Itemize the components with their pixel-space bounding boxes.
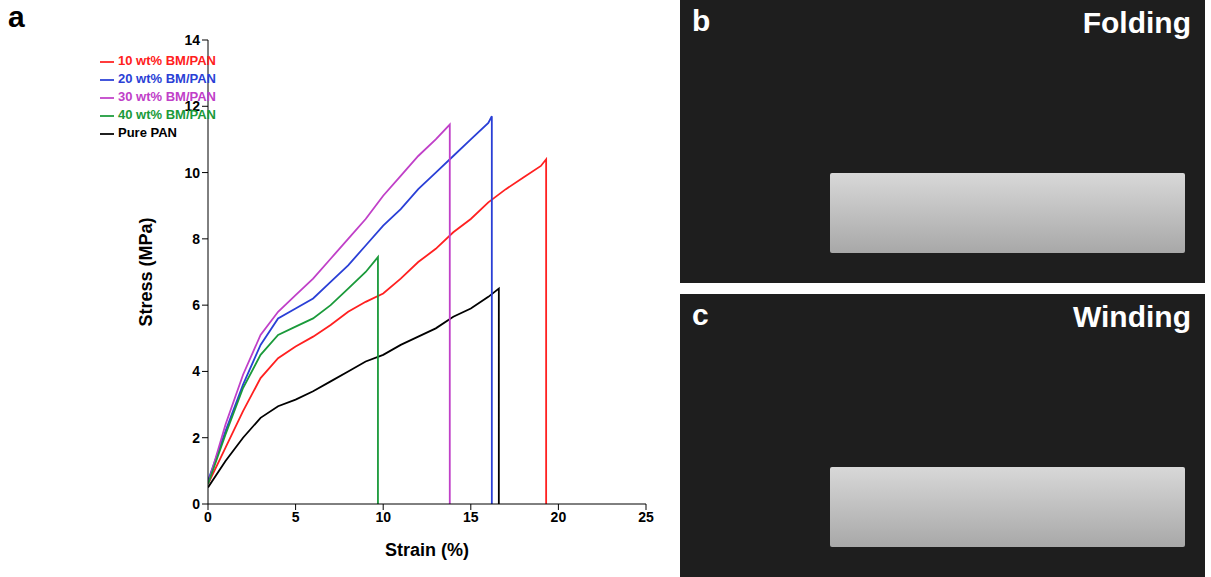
svg-text:4: 4 — [192, 363, 200, 379]
svg-text:8: 8 — [192, 231, 200, 247]
svg-text:10: 10 — [184, 165, 200, 181]
svg-text:12: 12 — [184, 98, 200, 114]
svg-text:14: 14 — [184, 32, 200, 48]
svg-text:25: 25 — [638, 509, 654, 525]
svg-text:5: 5 — [292, 509, 300, 525]
svg-text:0: 0 — [192, 496, 200, 512]
svg-text:15: 15 — [463, 509, 479, 525]
svg-text:10: 10 — [375, 509, 391, 525]
svg-text:20: 20 — [551, 509, 567, 525]
svg-text:2: 2 — [192, 430, 200, 446]
svg-text:0: 0 — [204, 509, 212, 525]
svg-text:Strain (%): Strain (%) — [385, 540, 469, 560]
svg-text:Stress (MPa): Stress (MPa) — [136, 217, 156, 326]
svg-text:6: 6 — [192, 297, 200, 313]
